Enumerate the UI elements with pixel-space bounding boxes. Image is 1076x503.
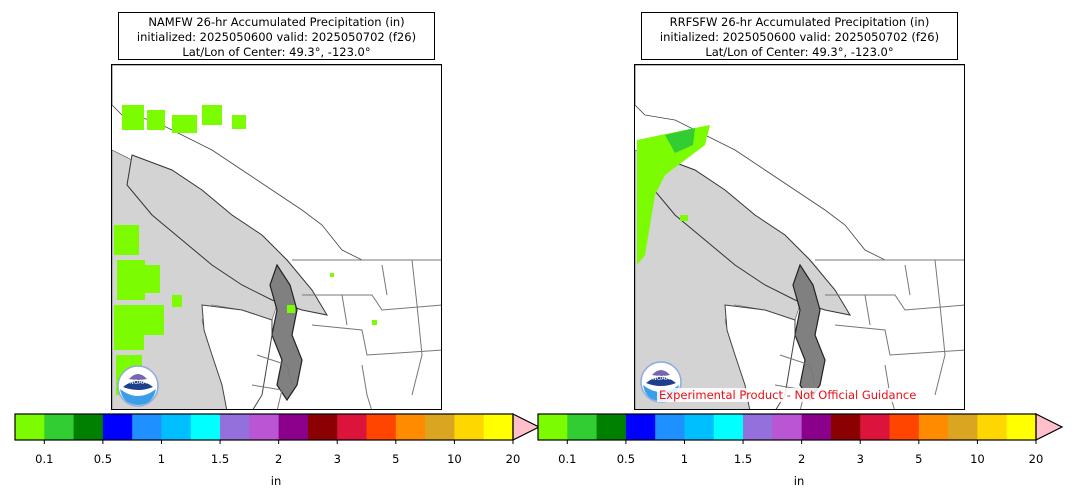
right-title-line1: RRFSFW 26-hr Accumulated Precipitation (… bbox=[669, 15, 930, 29]
left-county-borders bbox=[251, 259, 441, 409]
colorbar-segment bbox=[425, 414, 455, 440]
colorbar-segment bbox=[249, 414, 280, 440]
colorbar-segment bbox=[567, 414, 598, 440]
colorbar-segment bbox=[625, 414, 656, 440]
right-map-svg bbox=[635, 65, 964, 409]
colorbar-segment bbox=[337, 414, 368, 440]
colorbar-tick-label: 20 bbox=[1028, 452, 1044, 466]
colorbar-outline bbox=[14, 413, 514, 441]
colorbar-tick-label: 0.1 bbox=[558, 452, 577, 466]
colorbar-segment bbox=[44, 414, 75, 440]
left-noaa-logo-icon: NOAA bbox=[117, 365, 159, 407]
colorbar-segment bbox=[102, 414, 133, 440]
colorbar-segment bbox=[801, 414, 832, 440]
colorbar-segment bbox=[161, 414, 192, 440]
colorbar-segment bbox=[860, 414, 891, 440]
colorbar-tick-label: 5 bbox=[392, 452, 400, 466]
colorbar-segment bbox=[743, 414, 773, 440]
left-olympic bbox=[201, 304, 273, 409]
colorbar-segment bbox=[538, 414, 568, 440]
colorbar-segment bbox=[684, 414, 715, 440]
left-puget-sound bbox=[269, 263, 303, 402]
colorbar-segment bbox=[948, 414, 978, 440]
colorbar-tick-label: 0.5 bbox=[616, 452, 636, 466]
right-precip bbox=[637, 125, 710, 265]
left-title-line1: NAMFW 26-hr Accumulated Precipitation (i… bbox=[148, 15, 405, 29]
right-olympic bbox=[724, 304, 796, 409]
colorbar-segment bbox=[1006, 414, 1037, 440]
colorbar-segment bbox=[366, 414, 397, 440]
colorbar-tick-label: 1.5 bbox=[210, 452, 230, 466]
colorbar-segment bbox=[830, 414, 861, 440]
colorbar-segment bbox=[220, 414, 250, 440]
left-colorbar bbox=[14, 413, 541, 444]
colorbar-tick-label: 20 bbox=[505, 452, 521, 466]
right-title-line2: initialized: 2025050600 valid: 202505070… bbox=[659, 30, 940, 44]
colorbar-segment bbox=[713, 414, 744, 440]
colorbar-segment bbox=[132, 414, 162, 440]
colorbar-tick-label: 3 bbox=[856, 452, 864, 466]
colorbar-tick-label: 0.5 bbox=[93, 452, 113, 466]
colorbar-tick-label: 1 bbox=[680, 452, 689, 466]
left-precip bbox=[114, 105, 377, 395]
colorbar-tick-label: 3 bbox=[333, 452, 341, 466]
colorbar-tick-label: 10 bbox=[447, 452, 462, 466]
colorbar-tick-label: 2 bbox=[797, 452, 806, 466]
colorbar-outline bbox=[537, 413, 1037, 441]
colorbar-tick-label: 1 bbox=[157, 452, 166, 466]
right-title-line3: Lat/Lon of Center: 49.3°, -123.0° bbox=[705, 45, 894, 59]
colorbar-segment bbox=[278, 414, 309, 440]
right-mainland bbox=[635, 65, 964, 261]
right-panel-title: RRFSFW 26-hr Accumulated Precipitation (… bbox=[641, 12, 958, 60]
right-map: NOAA Experimental Product - Not Official… bbox=[634, 64, 965, 410]
disclaimer-text: Experimental Product - Not Official Guid… bbox=[657, 388, 919, 402]
colorbar-segment bbox=[655, 414, 685, 440]
left-logo-text: NOAA bbox=[129, 379, 147, 386]
right-colorbar-unit: in bbox=[793, 474, 805, 488]
colorbar-extend-arrow bbox=[1035, 413, 1064, 441]
left-panel-title: NAMFW 26-hr Accumulated Precipitation (i… bbox=[118, 12, 435, 60]
left-title-line2: initialized: 2025050600 valid: 202505070… bbox=[136, 30, 417, 44]
colorbar-tick-label: 5 bbox=[915, 452, 923, 466]
colorbar-segment bbox=[918, 414, 949, 440]
colorbar-segment bbox=[772, 414, 803, 440]
colorbar-segment bbox=[454, 414, 485, 440]
colorbar-segment bbox=[596, 414, 627, 440]
colorbar-segment bbox=[889, 414, 920, 440]
colorbar-segment bbox=[307, 414, 338, 440]
colorbar-segment bbox=[190, 414, 221, 440]
colorbar-tick-label: 10 bbox=[970, 452, 985, 466]
colorbar-tick-label: 2 bbox=[274, 452, 283, 466]
colorbar-tick-label: 1.5 bbox=[733, 452, 753, 466]
colorbar-segment bbox=[483, 414, 514, 440]
colorbar-segment bbox=[395, 414, 426, 440]
colorbar-segment bbox=[15, 414, 45, 440]
left-map-svg bbox=[112, 65, 441, 409]
left-map: NOAA bbox=[111, 64, 442, 410]
left-title-line3: Lat/Lon of Center: 49.3°, -123.0° bbox=[182, 45, 371, 59]
colorbar-segment bbox=[73, 414, 104, 440]
left-mainland bbox=[112, 65, 441, 261]
right-logo-text: NOAA bbox=[652, 375, 670, 382]
right-county-borders bbox=[774, 259, 964, 409]
colorbar-tick-label: 0.1 bbox=[35, 452, 54, 466]
left-colorbar-unit: in bbox=[270, 474, 282, 488]
right-colorbar bbox=[537, 413, 1064, 444]
colorbar-segment bbox=[977, 414, 1008, 440]
